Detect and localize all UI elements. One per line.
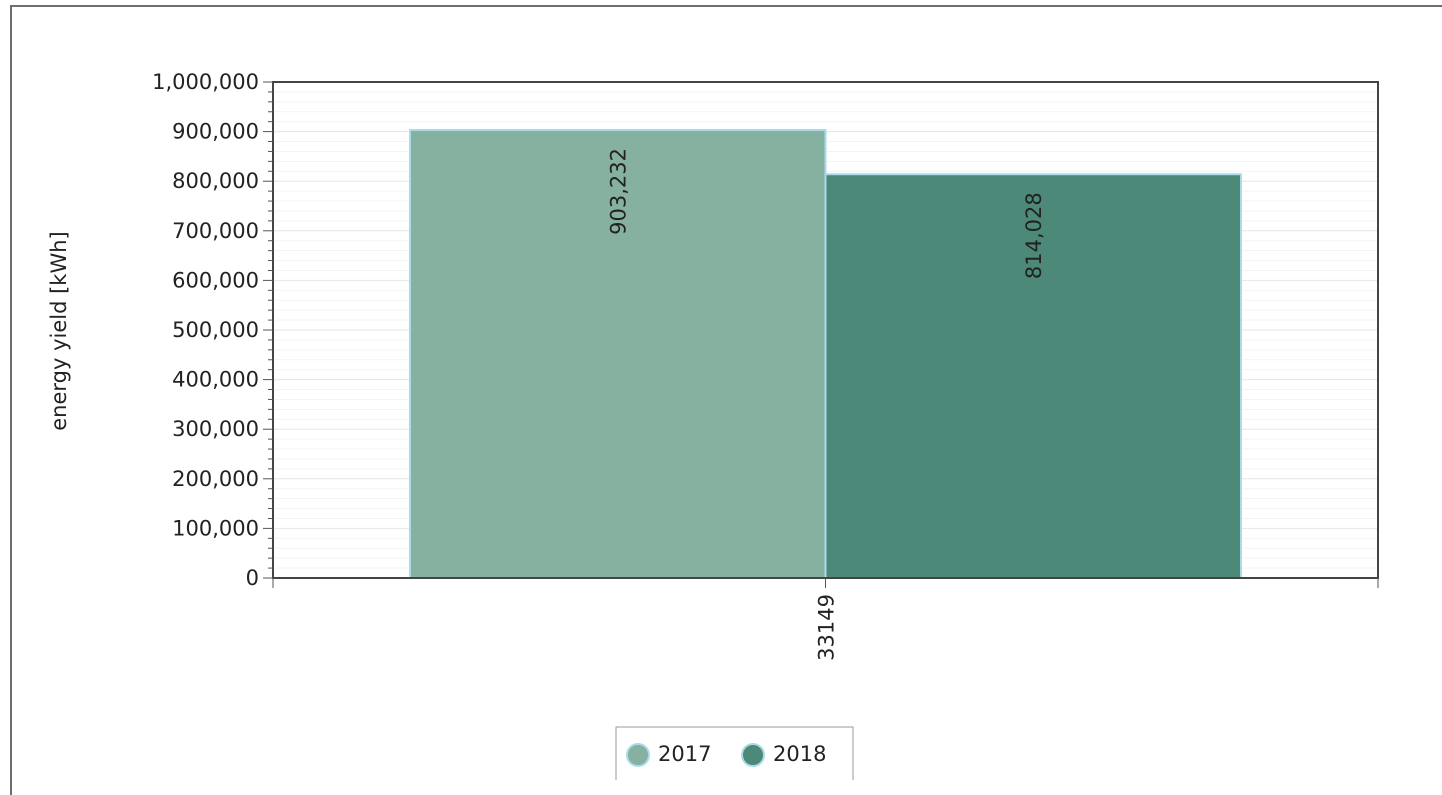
x-tick-label: 33149 [815,594,839,661]
bar-value-label: 903,232 [607,148,631,235]
y-tick-label: 100,000 [172,516,259,540]
legend-marker-2017[interactable] [626,743,650,767]
y-tick-label: 300,000 [172,417,259,441]
y-tick-label: 1,000,000 [152,70,259,94]
y-axis-title: energy yield [kWh] [47,231,71,431]
bar-value-label: 814,028 [1022,192,1046,279]
y-axis-ticks: 0 100,000 200,000 300,000 400,000 500,000 600,… [152,70,273,590]
legend-marker-2018[interactable] [741,743,765,767]
chart-frame [10,5,1442,795]
y-tick-label: 500,000 [172,318,259,342]
legend-box [615,726,854,780]
y-tick-label: 600,000 [172,268,259,292]
x-axis-ticks: 33149 [272,578,1379,661]
y-tick-label: 800,000 [172,169,259,193]
y-tick-label: 200,000 [172,467,259,491]
bar-2017[interactable] [409,128,827,580]
legend-label-2017[interactable]: 2017 [658,742,711,766]
y-tick-label: 0 [246,566,259,590]
legend[interactable]: 2017 2018 [615,726,854,780]
y-tick-label: 900,000 [172,120,259,144]
y-tick-label: 400,000 [172,368,259,392]
legend-label-2018[interactable]: 2018 [773,742,826,766]
y-tick-label: 700,000 [172,219,259,243]
bars: 903,232 814,028 [409,128,1242,580]
